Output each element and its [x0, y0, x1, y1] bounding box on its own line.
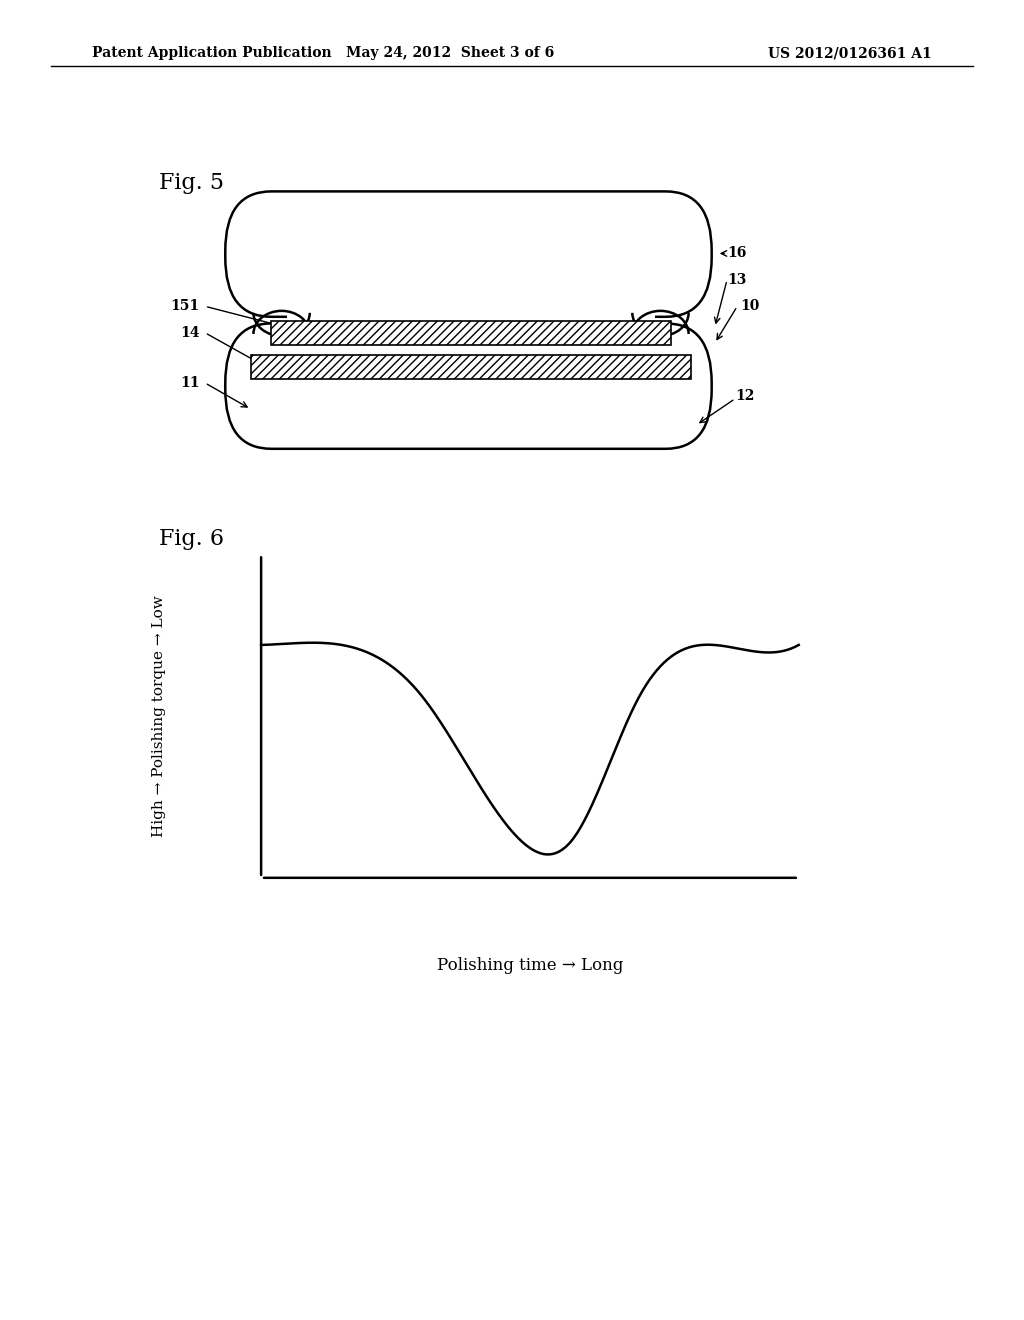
Text: May 24, 2012  Sheet 3 of 6: May 24, 2012 Sheet 3 of 6 — [346, 46, 555, 61]
FancyBboxPatch shape — [225, 323, 712, 449]
Bar — [251, 355, 691, 379]
Text: 14: 14 — [180, 326, 200, 339]
Text: Patent Application Publication: Patent Application Publication — [92, 46, 332, 61]
Text: 11: 11 — [180, 376, 200, 389]
Text: US 2012/0126361 A1: US 2012/0126361 A1 — [768, 46, 932, 61]
Bar — [287, 312, 655, 327]
Text: High → Polishing torque → Low: High → Polishing torque → Low — [152, 595, 166, 837]
Bar — [271, 321, 671, 345]
Text: 10: 10 — [740, 300, 760, 313]
FancyBboxPatch shape — [225, 191, 712, 317]
Text: Polishing time → Long: Polishing time → Long — [436, 957, 624, 974]
Text: 16: 16 — [727, 247, 746, 260]
Text: Fig. 5: Fig. 5 — [159, 172, 223, 194]
Text: Fig. 6: Fig. 6 — [159, 528, 223, 550]
Text: 12: 12 — [735, 389, 755, 403]
Text: 151: 151 — [171, 300, 200, 313]
Text: 13: 13 — [727, 273, 746, 286]
